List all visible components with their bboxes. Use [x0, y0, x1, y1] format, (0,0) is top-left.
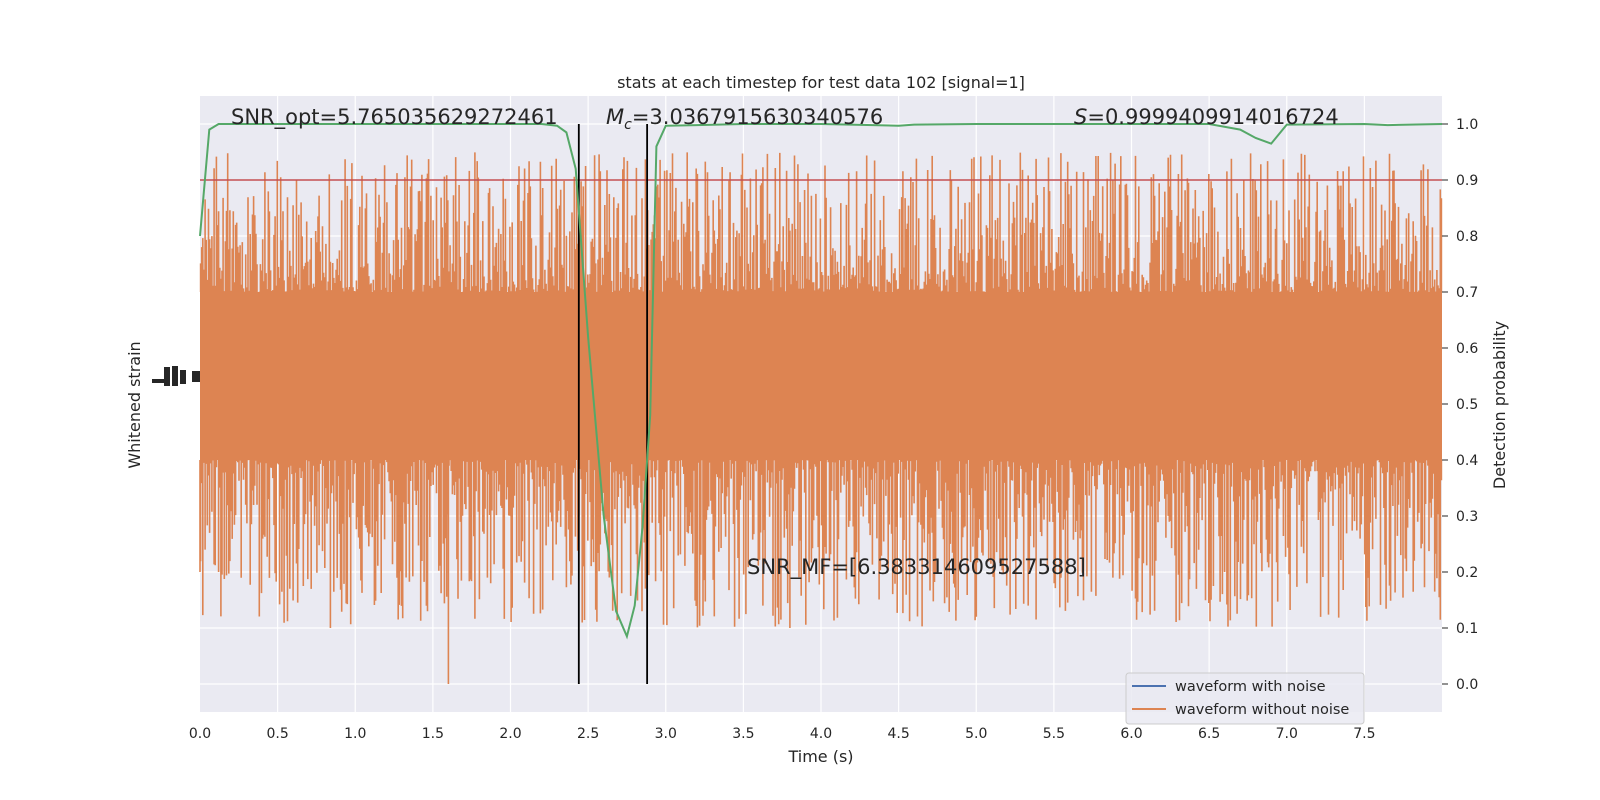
- x-tick-label: 6.0: [1120, 726, 1142, 742]
- right-y-axis-label: Detection probability: [1490, 321, 1509, 489]
- y-tick-label: 0.5: [1456, 397, 1478, 413]
- x-tick-label: 1.0: [344, 726, 366, 742]
- strain-core-band: [200, 292, 1442, 460]
- x-tick-label: 0.5: [266, 726, 288, 742]
- x-tick-label: 0.0: [189, 726, 211, 742]
- x-tick-label: 7.0: [1276, 726, 1298, 742]
- s-number: =0.9999409914016724: [1087, 105, 1338, 129]
- annotation-snr-mf: SNR_MF=[6.383314609527588]: [747, 555, 1086, 580]
- x-axis-ticks: 0.0 0.5 1.0 1.5 2.0 2.5 3.0 3.5 4.0 4.5 5.0 5.5 6.0 6…: [189, 726, 1376, 742]
- chirp-mass-value: =3.0367915630340576: [632, 105, 883, 129]
- left-axis-glyph: [152, 366, 200, 386]
- y-tick-label: 1.0: [1456, 117, 1478, 133]
- y-tick-label: 0.1: [1456, 621, 1478, 637]
- x-tick-label: 2.5: [577, 726, 599, 742]
- y-tick-label: 0.3: [1456, 509, 1478, 525]
- y-tick-label: 0.8: [1456, 229, 1478, 245]
- legend: waveform with noise waveform without noi…: [1125, 672, 1365, 725]
- strain-waveform-without-noise: [199, 152, 1443, 684]
- detection-probability-line: [199, 122, 1443, 640]
- y-tick-label: 0.7: [1456, 285, 1478, 301]
- strain-spikes: [199, 152, 1443, 684]
- y-tick-label: 0.4: [1456, 453, 1478, 469]
- y-tick-label: 0.9: [1456, 173, 1478, 189]
- x-tick-label: 4.0: [810, 726, 832, 742]
- annotation-snr-opt: SNR_opt=5.765035629272461: [231, 105, 558, 130]
- y-tick-label: 0.6: [1456, 341, 1478, 357]
- annotation-s-value: S=0.9999409914016724: [1074, 105, 1339, 129]
- right-y-axis-ticks: 0.0 0.1 0.2 0.3 0.4 0.5 0.6 0.7 0.8 0.9 1.0: [1442, 117, 1478, 693]
- y-tick-label: 0.2: [1456, 565, 1478, 581]
- chirp-mass-symbol: M: [606, 105, 624, 129]
- chirp-mass-subscript: c: [624, 117, 632, 133]
- annotation-chirp-mass: Mc=3.0367915630340576: [606, 105, 883, 133]
- x-tick-label: 1.5: [422, 726, 444, 742]
- legend-label-without-noise: waveform without noise: [1175, 702, 1349, 718]
- legend-box: [1125, 672, 1365, 725]
- chart-title: stats at each timestep for test data 102…: [617, 73, 1025, 92]
- x-tick-label: 3.0: [655, 726, 677, 742]
- y-tick-label: 0.0: [1456, 677, 1478, 693]
- s-symbol: S: [1074, 105, 1087, 129]
- x-tick-label: 5.0: [965, 726, 987, 742]
- x-tick-label: 6.5: [1198, 726, 1220, 742]
- x-tick-label: 2.0: [499, 726, 521, 742]
- x-tick-label: 3.5: [732, 726, 754, 742]
- x-axis-label: Time (s): [787, 747, 853, 766]
- legend-label-with-noise: waveform with noise: [1175, 679, 1326, 695]
- left-y-axis-label: Whitened strain: [125, 341, 144, 468]
- x-tick-label: 5.5: [1043, 726, 1065, 742]
- x-tick-label: 4.5: [887, 726, 909, 742]
- x-tick-label: 7.5: [1353, 726, 1375, 742]
